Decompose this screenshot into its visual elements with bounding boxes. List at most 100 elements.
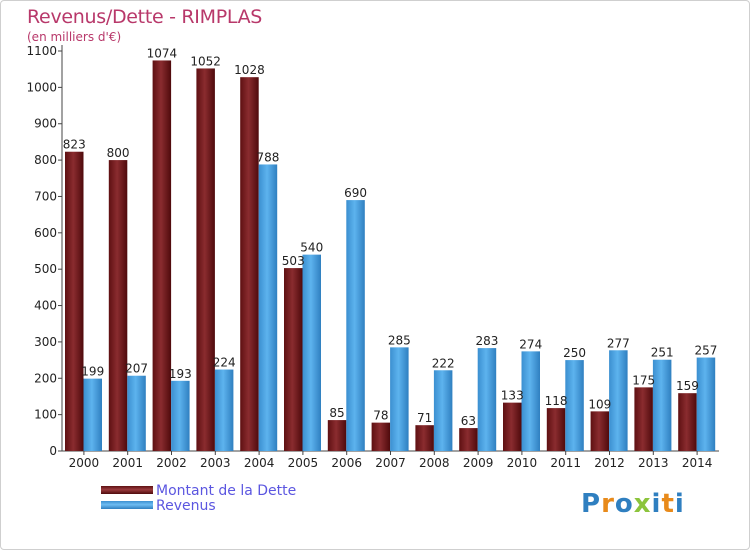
bar-revenue xyxy=(521,351,540,451)
bar-debt xyxy=(415,425,434,451)
logo-letter: P xyxy=(581,489,602,519)
x-tick-label: 2007 xyxy=(375,456,406,470)
x-tick-label: 2012 xyxy=(594,456,625,470)
bar-debt xyxy=(327,420,347,451)
y-tick-label: 300 xyxy=(34,335,57,349)
y-tick-label: 1000 xyxy=(26,80,57,94)
bar-debt xyxy=(152,60,172,452)
data-label-revenue: 788 xyxy=(256,150,279,164)
data-label-revenue: 222 xyxy=(432,356,455,370)
data-label-debt: 85 xyxy=(329,406,344,420)
data-label-debt: 109 xyxy=(588,397,611,411)
legend-swatch-debt xyxy=(101,486,153,494)
unit-label: (en milliers d'€) xyxy=(27,30,122,44)
data-label-debt: 800 xyxy=(107,146,130,160)
data-label-debt: 71 xyxy=(417,411,432,425)
bar-debt xyxy=(240,77,259,451)
bar-revenue xyxy=(696,357,716,451)
x-tick-label: 2006 xyxy=(331,456,362,470)
logo-letter: i xyxy=(651,489,662,519)
bar-revenue xyxy=(609,350,628,451)
x-tick-label: 2008 xyxy=(419,456,450,470)
bar-revenue xyxy=(565,360,584,451)
data-label-revenue: 193 xyxy=(169,367,192,381)
y-tick-label: 600 xyxy=(34,226,57,240)
bar-revenue xyxy=(171,380,190,451)
data-label-revenue: 207 xyxy=(125,362,148,376)
data-label-debt: 1074 xyxy=(147,46,178,60)
y-tick-label: 700 xyxy=(34,189,57,203)
x-tick-label: 2003 xyxy=(200,456,231,470)
bar-debt xyxy=(284,268,303,451)
data-label-revenue: 274 xyxy=(519,337,542,351)
legend-label-revenue: Revenus xyxy=(156,498,216,514)
data-label-revenue: 277 xyxy=(607,336,630,350)
data-label-revenue: 257 xyxy=(694,344,717,358)
data-label-revenue: 283 xyxy=(475,334,498,348)
data-label-debt: 63 xyxy=(461,414,476,428)
bar-debt xyxy=(678,393,697,451)
data-label-debt: 175 xyxy=(632,373,655,387)
x-tick-label: 2002 xyxy=(156,456,187,470)
data-label-revenue: 690 xyxy=(344,186,367,200)
legend-label-debt: Montant de la Dette xyxy=(156,483,297,499)
data-label-debt: 823 xyxy=(63,138,86,152)
y-tick-label: 900 xyxy=(34,117,57,131)
bar-revenue xyxy=(83,378,102,451)
data-label-revenue: 285 xyxy=(388,333,411,347)
data-label-revenue: 250 xyxy=(563,346,586,360)
y-tick-label: 200 xyxy=(34,371,57,385)
bar-debt xyxy=(196,68,215,452)
y-tick-label: 500 xyxy=(34,262,57,276)
bar-revenue xyxy=(258,164,278,452)
x-tick-label: 2004 xyxy=(244,456,275,470)
y-tick-label: 100 xyxy=(34,408,57,422)
x-tick-label: 2009 xyxy=(463,456,494,470)
y-tick-label: 1100 xyxy=(26,44,57,58)
bar-revenue xyxy=(127,375,146,451)
data-label-debt: 133 xyxy=(501,389,524,403)
bar-revenue xyxy=(477,348,497,451)
bar-debt xyxy=(371,422,391,451)
proxiti-logo: Proxiti xyxy=(581,489,685,519)
bar-revenue xyxy=(652,359,672,451)
x-tick-label: 2013 xyxy=(638,456,669,470)
x-tick-label: 2010 xyxy=(507,456,538,470)
data-label-revenue: 251 xyxy=(651,346,674,360)
y-tick-label: 0 xyxy=(49,444,57,458)
y-tick-label: 400 xyxy=(34,299,57,313)
bar-debt xyxy=(590,411,610,451)
data-label-debt: 78 xyxy=(373,409,388,423)
bar-debt xyxy=(503,402,522,451)
bar-debt xyxy=(108,160,128,451)
data-label-debt: 1052 xyxy=(190,54,221,68)
data-label-revenue: 540 xyxy=(300,241,323,255)
bar-debt xyxy=(546,408,566,451)
data-label-debt: 118 xyxy=(545,394,568,408)
chart-title: Revenus/Dette - RIMPLAS xyxy=(27,6,263,28)
bar-revenue xyxy=(302,254,321,451)
data-label-debt: 503 xyxy=(282,254,305,268)
bar-debt xyxy=(65,151,84,451)
data-label-revenue: 199 xyxy=(81,365,104,379)
y-tick-label: 800 xyxy=(34,153,57,167)
x-tick-label: 2005 xyxy=(288,456,319,470)
bar-revenue xyxy=(433,370,453,451)
logo-letter: x xyxy=(633,489,652,519)
logo-letter: r xyxy=(601,489,615,519)
bar-debt xyxy=(459,428,478,451)
bar-revenue xyxy=(214,369,234,451)
bar-debt xyxy=(634,387,653,451)
x-tick-label: 2011 xyxy=(550,456,581,470)
data-label-debt: 1028 xyxy=(234,63,265,77)
logo-letter: i xyxy=(674,489,685,519)
legend-swatch-revenue xyxy=(101,501,153,509)
x-tick-label: 2001 xyxy=(112,456,143,470)
bar-revenue xyxy=(346,200,365,451)
x-tick-label: 2014 xyxy=(682,456,713,470)
logo-letter: t xyxy=(661,489,675,519)
data-label-debt: 159 xyxy=(676,379,699,393)
x-tick-label: 2000 xyxy=(69,456,100,470)
